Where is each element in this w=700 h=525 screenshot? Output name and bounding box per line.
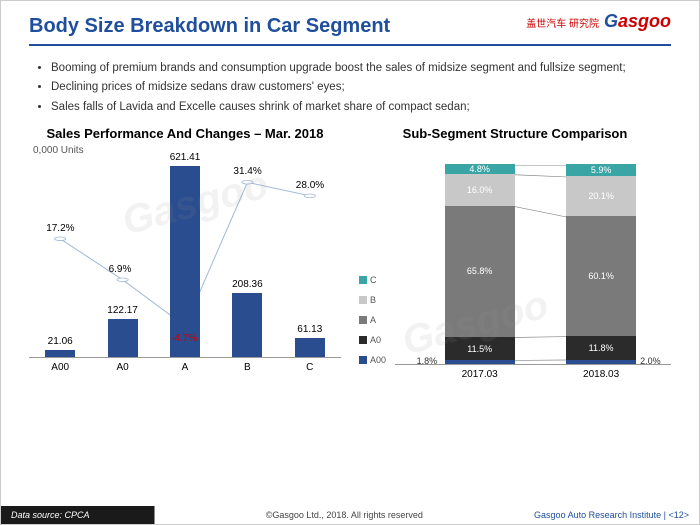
stack-bar: 5.9%20.1%60.1%11.8%2018.03: [566, 164, 636, 364]
bar-value: 208.36: [232, 279, 263, 290]
bar-value: 122.17: [107, 305, 138, 316]
ext-value-label: 2.0%: [640, 356, 661, 366]
footer-source: Data source: CPCA: [1, 510, 155, 520]
period-label: 2018.03: [566, 369, 636, 380]
chart2-title: Sub-Segment Structure Comparison: [359, 126, 671, 141]
period-label: 2017.03: [445, 369, 515, 380]
segment-value: 65.8%: [467, 266, 493, 276]
legend-item: A00: [359, 355, 395, 365]
segment-value: 20.1%: [588, 191, 614, 201]
bar-group: 61.13C: [279, 338, 341, 357]
bar-group: 621.41A: [154, 166, 216, 357]
bar: 621.41: [170, 166, 200, 357]
bar-value: 21.06: [48, 336, 73, 347]
legend-item: C: [359, 275, 395, 285]
category-label: C: [279, 362, 341, 373]
legend-item: A0: [359, 335, 395, 345]
chart1-title: Sales Performance And Changes – Mar. 201…: [29, 126, 341, 141]
stack-segment: 16.0%: [445, 174, 515, 206]
bar-group: 122.17A0: [91, 319, 153, 357]
change-label: -4.7%: [171, 333, 197, 344]
segment-value: 16.0%: [467, 185, 493, 195]
chart2-plot: CBAA0A00 4.8%16.0%65.8%11.5%2017.031.8%5…: [359, 145, 671, 365]
segment-value: 5.9%: [591, 165, 612, 175]
footer-copy: ©Gasgoo Ltd., 2018. All rights reserved: [155, 510, 535, 520]
change-label: 17.2%: [46, 223, 74, 234]
bullet-item: Booming of premium brands and consumptio…: [51, 60, 659, 77]
chart1-plot: 21.06A00 17.2% 122.17A0 6.9% 621.41A-4.7% 208…: [29, 158, 341, 358]
chart-sales-performance: Sales Performance And Changes – Mar. 201…: [29, 126, 341, 365]
category-label: A: [154, 362, 216, 373]
footer-institute: Gasgoo Auto Research Institute | <12>: [534, 510, 699, 520]
change-label: 31.4%: [233, 166, 261, 177]
logo-cn: 盖世汽车 研究院: [526, 15, 599, 30]
stack-segment: 60.1%: [566, 216, 636, 336]
stack-segment: 5.9%: [566, 164, 636, 176]
bar-group: 208.36B: [216, 293, 278, 357]
legend-item: A: [359, 315, 395, 325]
chart-structure-comparison: Sub-Segment Structure Comparison CBA A0 A0…: [359, 126, 671, 365]
stack-segment: [445, 360, 515, 364]
bullet-item: Sales falls of Lavida and Excelle causes…: [51, 99, 659, 116]
stack-segment: 65.8%: [445, 206, 515, 338]
chart2-legend: CBA A0 A00: [359, 267, 395, 365]
footer: Data source: CPCA ©Gasgoo Ltd., 2018. Al…: [1, 506, 699, 524]
bar-value: 621.41: [170, 152, 201, 163]
category-label: A00: [29, 362, 91, 373]
change-label: 6.9%: [109, 264, 132, 275]
segment-value: 11.8%: [589, 343, 614, 353]
stack-segment: 11.8%: [566, 336, 636, 360]
bar: 61.13: [295, 338, 325, 357]
bar: 208.36: [232, 293, 262, 357]
chart2-stacks: 4.8%16.0%65.8%11.5%2017.031.8%5.9%20.1%6…: [395, 165, 671, 365]
slide: 盖世汽车 研究院 GGasgooasgoo Body Size Breakdow…: [0, 0, 700, 525]
bar: 122.17: [108, 319, 138, 357]
change-label: 28.0%: [296, 180, 324, 191]
stack-segment: 11.5%: [445, 337, 515, 360]
category-label: A0: [91, 362, 153, 373]
stack-segment: 4.8%: [445, 164, 515, 174]
segment-value: 4.8%: [469, 164, 490, 174]
gasgoo-logo: GGasgooasgoo: [604, 11, 671, 32]
bar-group: 21.06A00: [29, 350, 91, 356]
stack-segment: [566, 360, 636, 364]
bar: 21.06: [45, 350, 75, 356]
segment-value: 11.5%: [467, 344, 492, 354]
category-label: B: [216, 362, 278, 373]
bullet-list: Booming of premium brands and consumptio…: [1, 46, 699, 122]
stack-bar: 4.8%16.0%65.8%11.5%2017.03: [445, 164, 515, 364]
segment-value: 60.1%: [588, 271, 614, 281]
bar-value: 61.13: [297, 324, 322, 335]
bullet-item: Declining prices of midsize sedans draw …: [51, 79, 659, 96]
stack-segment: 20.1%: [566, 176, 636, 216]
ext-value-label: 1.8%: [417, 356, 438, 366]
legend-item: B: [359, 295, 395, 305]
